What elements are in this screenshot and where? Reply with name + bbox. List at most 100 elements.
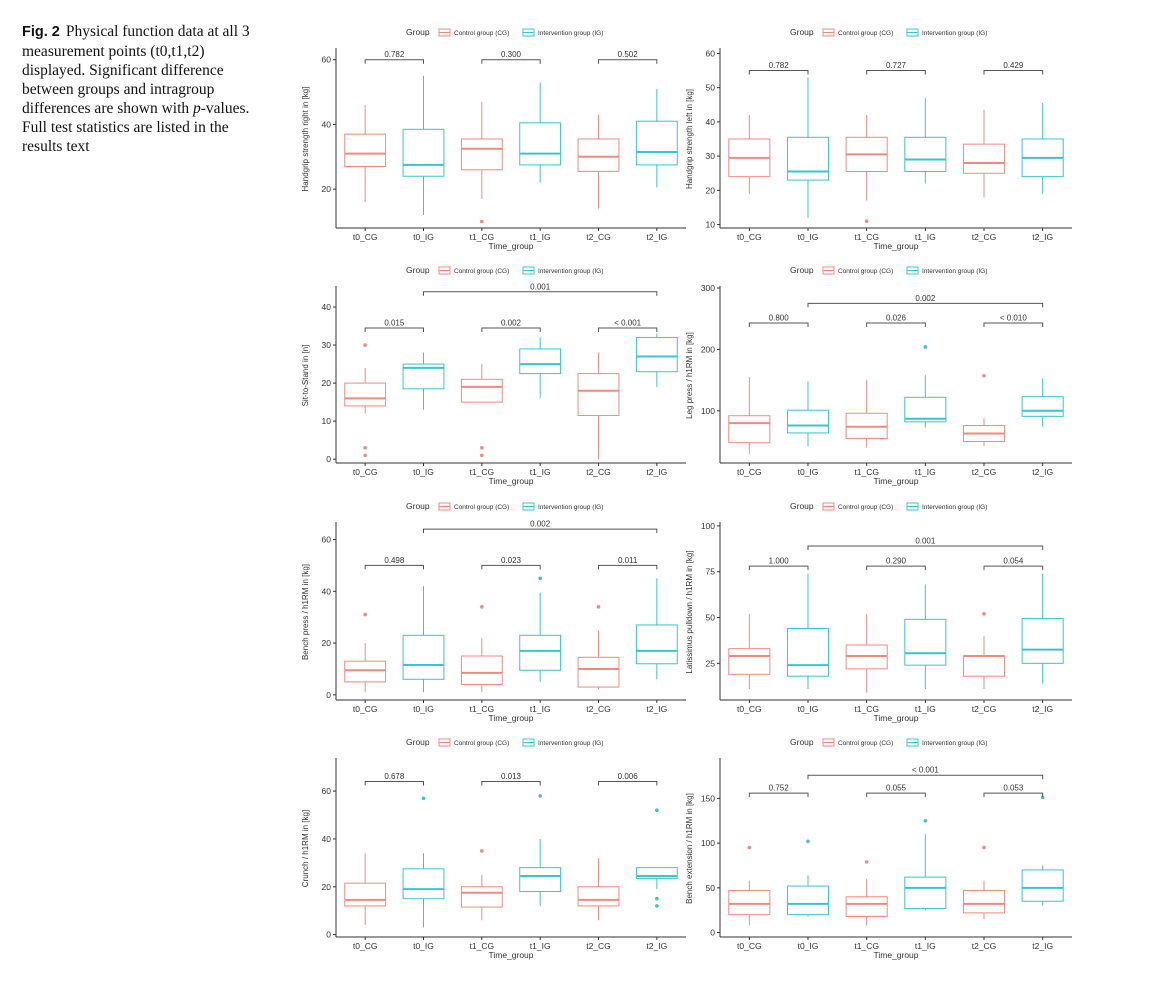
box-iqr [728,415,771,444]
caption-italic-p: p [193,100,201,117]
outlier-point [480,453,484,458]
legend-label-control: Control group (CG) [838,504,893,511]
x-tick-label: t2_CG [586,704,611,714]
x-axis-label: Time_group [873,476,918,486]
box-iqr [460,378,503,403]
box-t1_CG [845,613,888,693]
outlier-point [538,794,542,798]
bracket-line [748,565,809,571]
x-tick-label: t1_IG [530,467,551,477]
box-t1_CG [845,860,888,926]
x-tick-label: t0_CG [737,704,762,714]
y-tick-label: 50 [706,613,716,623]
box-iqr [635,336,678,373]
legend-title: Group [406,501,430,511]
pvalue-bracket: 0.300 [481,50,541,64]
x-tick-label: t1_IG [530,704,551,714]
x-tick-label: t2_CG [972,232,997,242]
x-tick-label: t1_CG [854,941,879,951]
box-t0_CG [728,115,771,194]
box-t1_IG [904,345,947,428]
box-iqr [344,882,387,907]
bracket-line [748,792,809,798]
outlier-point [480,219,484,224]
y-tick-label: 40 [322,834,332,844]
box-t1_CG [460,849,503,921]
box-iqr [460,138,503,171]
outlier-point [480,445,484,450]
pvalue-label: 0.026 [886,314,907,323]
box-iqr [460,655,503,685]
pvalue-label: 0.300 [501,50,522,59]
box-iqr [904,396,947,423]
y-axis-label: Leg press / h1RM in [kg] [685,332,694,419]
y-tick-label: 50 [706,883,716,893]
box-t2_CG [577,858,620,921]
legend-title: Group [790,265,814,275]
box-t1_IG [904,818,947,911]
box-t1_CG [460,364,503,458]
box-t0_IG [786,77,830,218]
box-t2_IG [1021,378,1064,427]
pvalue-label: 0.006 [618,772,639,781]
pvalue-bracket: 0.015 [364,318,424,332]
box-t0_CG [728,613,771,689]
x-tick-label: t2_IG [646,232,667,242]
x-tick-label: t1_CG [854,232,879,242]
y-tick-label: 200 [701,344,715,354]
bracket-line [983,792,1044,798]
legend-label-control: Control group (CG) [454,30,509,37]
bracket-line [364,59,424,64]
x-tick-label: t2_IG [1032,467,1053,477]
box-iqr [635,120,678,166]
pvalue-label: 0.429 [1003,61,1024,70]
y-tick-label: 60 [322,786,332,796]
pvalue-bracket: 0.429 [983,61,1044,75]
x-tick-label: t1_CG [470,941,495,951]
pvalue-bracket: 0.782 [748,61,809,75]
bracket-line [807,545,1044,550]
y-axis-label: Handgrip strength right in [kg] [301,87,310,192]
box-iqr [904,136,947,173]
x-tick-label: t0_IG [798,232,819,242]
box-iqr [577,886,620,907]
figure-caption: Fig. 2 Physical function data at all 3 me… [22,22,262,156]
x-axis-label: Time_group [488,713,533,723]
box-iqr [786,885,830,916]
outlier-point [982,612,986,616]
box-t1_IG [519,82,562,183]
bracket-line [423,291,658,296]
legend-label-intervention: Intervention group (IG) [538,30,603,37]
pvalue-label: 0.498 [384,556,405,565]
outlier-point [538,576,542,581]
outlier-point [747,845,752,850]
bracket-line [364,781,424,786]
legend-label-control: Control group (CG) [454,740,509,747]
pvalue-bracket: 0.053 [983,784,1044,798]
panel-4: Group Control group (CG) Intervention grou… [685,265,1072,486]
box-t1_CG [845,115,888,223]
pvalue-label: 0.800 [769,314,790,323]
legend-label-intervention: Intervention group (IG) [922,740,987,747]
x-tick-label: t2_CG [586,467,611,477]
pvalue-label: < 0.001 [912,766,939,775]
pvalue-label: 1.000 [769,557,790,566]
box-t2_IG [1021,795,1064,906]
x-axis-label: Time_group [488,476,533,486]
pvalue-bracket: 0.290 [866,557,926,571]
box-t0_IG [402,586,445,693]
x-axis-label: Time_group [873,950,918,960]
box-t2_IG [635,333,678,387]
bracket-line [983,565,1044,571]
box-iqr [519,867,562,893]
x-tick-label: t2_CG [586,232,611,242]
x-axis-label: Time_group [488,241,533,251]
pvalue-bracket: < 0.001 [598,318,658,332]
x-tick-label: t1_IG [915,941,936,951]
box-iqr [1021,869,1064,902]
x-tick-label: t0_CG [353,232,378,242]
pvalue-label: 0.727 [886,61,907,70]
outlier-point [363,343,367,347]
y-tick-label: 25 [706,658,716,668]
x-tick-label: t0_IG [798,467,819,477]
